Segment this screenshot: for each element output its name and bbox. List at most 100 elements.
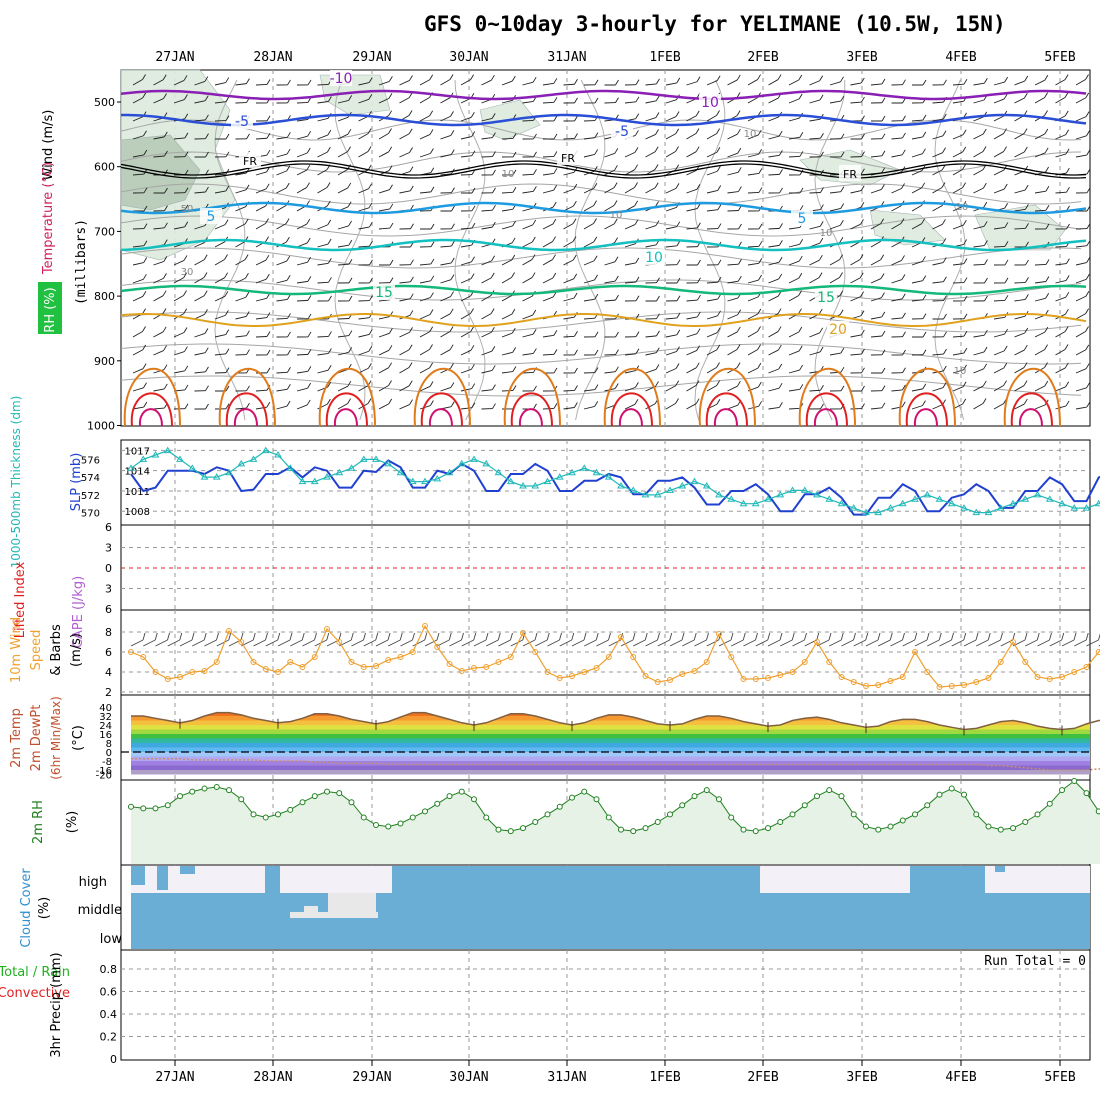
wind-barb-10m xyxy=(779,632,783,641)
thickness-point xyxy=(727,495,736,502)
wind-barb xyxy=(429,309,434,315)
wind-speed-point xyxy=(593,665,600,671)
wind-barb xyxy=(860,291,864,297)
thickness-point xyxy=(923,490,932,498)
wind-barb xyxy=(932,135,944,140)
wind-barb xyxy=(430,258,435,265)
wind-barb xyxy=(276,388,288,392)
ylabel-speed: Speed xyxy=(29,630,44,671)
wind-barb-10m xyxy=(767,632,771,641)
rh2m-point xyxy=(961,791,967,798)
wind-barb xyxy=(809,225,821,230)
wind-barb xyxy=(624,386,636,392)
wind-barb-10m xyxy=(399,632,403,641)
thickness-point xyxy=(1070,504,1079,511)
wind-barb xyxy=(173,99,185,104)
wind-barb xyxy=(296,187,307,194)
wind-barb xyxy=(163,364,168,370)
wind-barb xyxy=(911,280,923,284)
cloud-high-block xyxy=(265,866,280,895)
wind-barb xyxy=(665,334,677,338)
wind-barb xyxy=(255,205,266,212)
wind-barb xyxy=(716,380,720,386)
wind-barb xyxy=(840,366,845,373)
temp-band xyxy=(131,725,1090,730)
wind-barb xyxy=(450,401,455,407)
wind-barb xyxy=(676,77,681,84)
wind-barb xyxy=(982,146,987,152)
thickness-tick-label: 576 xyxy=(81,455,100,466)
wind-barb xyxy=(665,226,677,230)
wind-barb xyxy=(235,172,247,176)
date-label-bottom: 29JAN xyxy=(352,1070,391,1085)
wind-barb xyxy=(788,331,800,338)
wind-barb xyxy=(163,131,168,138)
wind-barb xyxy=(399,298,411,302)
wind-barb xyxy=(984,240,988,246)
wind-barb xyxy=(203,290,208,296)
wind-barb-10m xyxy=(473,639,487,647)
wind-barb-10m xyxy=(203,632,207,641)
wind-barb xyxy=(973,351,985,356)
ylabel-rh-unit: (%) xyxy=(65,811,80,834)
wind-barb xyxy=(184,94,188,100)
wind-barb xyxy=(1044,128,1049,135)
wind-barb xyxy=(347,128,352,135)
wind-barb xyxy=(286,400,291,407)
wind-barb xyxy=(695,110,700,117)
wind-speed-point xyxy=(985,675,992,681)
wind-barb xyxy=(952,151,963,158)
wind-barb xyxy=(1075,313,1086,320)
wind-barb xyxy=(799,205,804,211)
wind-speed-point xyxy=(213,659,220,665)
thickness-point xyxy=(396,468,405,476)
wind-barb xyxy=(286,165,291,172)
wind-barb xyxy=(132,245,144,248)
wind-barb xyxy=(1014,80,1025,86)
wind-barb xyxy=(214,353,226,356)
wind-barb xyxy=(1055,296,1066,302)
wind-barb xyxy=(902,312,906,319)
wind-speed-point xyxy=(140,654,147,660)
wind-barb xyxy=(655,201,659,207)
wind-barb xyxy=(491,113,496,119)
contour-label-p10: 10 xyxy=(645,250,663,266)
temp-tick-label: 16 xyxy=(99,730,112,741)
wind-barb xyxy=(205,366,209,373)
wind-barb-10m xyxy=(730,632,734,641)
thickness-point xyxy=(825,495,834,502)
wind-barb xyxy=(665,385,676,392)
wind-barb xyxy=(492,187,496,194)
wind-barb xyxy=(522,333,534,338)
wind-barb xyxy=(901,293,906,300)
wind-barb-10m xyxy=(363,632,366,641)
rh2m-point xyxy=(483,814,490,821)
wind-barb xyxy=(492,403,496,409)
wind-barb-10m xyxy=(571,632,575,641)
wind-barb xyxy=(614,256,619,263)
wind-barb xyxy=(225,385,230,392)
wind-barb xyxy=(583,298,595,302)
wind-barb xyxy=(902,115,906,121)
wind-barb xyxy=(184,365,189,372)
wind-barb xyxy=(1034,152,1046,158)
wind-barb-10m xyxy=(1037,639,1050,647)
wind-barb xyxy=(993,299,1006,302)
temp-contour-25 xyxy=(698,367,756,427)
wind-barb xyxy=(624,151,636,158)
wind-barb xyxy=(768,368,779,374)
wind-barb xyxy=(358,133,369,140)
wind-barb xyxy=(839,309,844,315)
wind-barb xyxy=(624,262,636,266)
wind-tick-label: 8 xyxy=(105,626,112,639)
wind-barb xyxy=(820,403,824,410)
wind-speed-point xyxy=(201,668,208,674)
thickness-point xyxy=(776,490,785,498)
wind-barb xyxy=(408,380,413,387)
wind-barb xyxy=(1025,241,1029,248)
wind-barb-10m xyxy=(350,632,354,641)
wind-barb xyxy=(583,137,595,140)
wind-barb xyxy=(440,313,451,320)
wind-barb xyxy=(809,80,820,86)
wind-barb xyxy=(1044,92,1048,98)
